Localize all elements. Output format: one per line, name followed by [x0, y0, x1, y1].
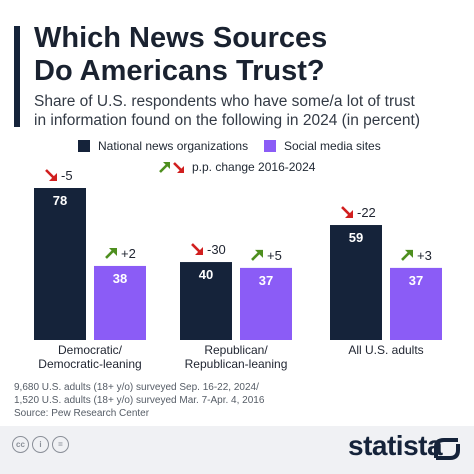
- chart-subtitle: Share of U.S. respondents who have some/…: [34, 92, 464, 130]
- change-arrow-1-1: [251, 249, 263, 261]
- category-label-0-1: Democratic-leaning: [38, 357, 141, 371]
- change-arrow-0-0: [45, 169, 57, 181]
- change-label-1-2: +3: [417, 248, 432, 263]
- brand-logo-text[interactable]: statista: [348, 430, 443, 461]
- legend-swatch-national: [78, 140, 90, 152]
- bar-0-1: [180, 262, 232, 340]
- source-line-3: Source: Pew Research Center: [14, 408, 150, 419]
- value-label-0-1: 40: [199, 267, 213, 282]
- change-label-0-1: -30: [207, 242, 226, 257]
- change-arrow-0-1: [191, 243, 203, 256]
- value-label-0-0: 78: [53, 193, 67, 208]
- value-label-1-0: 38: [113, 271, 127, 286]
- title-line-1: Which News Sources: [34, 22, 328, 54]
- legend-label-national: National news organizations: [98, 139, 249, 153]
- change-arrow-0-2: [341, 206, 353, 219]
- change-label-0-2: -22: [357, 205, 376, 220]
- subtitle-line-1: Share of U.S. respondents who have some/…: [34, 93, 415, 110]
- category-label-1-0: Republican/: [204, 343, 268, 357]
- bar-1-2: [390, 267, 442, 340]
- bar-chart: 78 -5 38 +2 Democratic/Democratic-leaning 40 -…: [34, 168, 442, 371]
- category-label-1-1: Republican-leaning: [185, 357, 288, 371]
- category-label-2-0: All U.S. adults: [348, 343, 423, 357]
- chart-title: Which News Sources Do Americans Trust?: [34, 22, 464, 88]
- bar-1-1: [240, 267, 292, 340]
- change-arrow-1-0: [105, 247, 117, 259]
- legend-label-change: p.p. change 2016-2024: [192, 160, 316, 174]
- bar-0-0: [34, 188, 86, 340]
- legend-change: p.p. change 2016-2024: [158, 160, 315, 174]
- title-line-2: Do Americans Trust?: [34, 55, 325, 87]
- cc-icon[interactable]: cc: [12, 436, 29, 453]
- change-arrow-1-2: [401, 249, 413, 261]
- title-accent-bar: [14, 26, 20, 127]
- subtitle-line-2: in information found on the following in…: [34, 112, 421, 129]
- change-label-0-0: -5: [61, 168, 73, 183]
- change-label-1-0: +2: [121, 246, 136, 261]
- value-label-1-2: 37: [409, 273, 423, 288]
- value-label-0-2: 59: [349, 230, 363, 245]
- source-line-2: 1,520 U.S. adults (18+ y/o) surveyed Mar…: [14, 395, 265, 406]
- category-label-0-0: Democratic/: [58, 343, 123, 357]
- bar-0-2: [330, 225, 382, 340]
- legend-label-social: Social media sites: [284, 139, 381, 153]
- footer-bar: [0, 426, 474, 474]
- up-down-arrows-icon: [159, 162, 184, 173]
- bar-1-0: [94, 265, 146, 340]
- legend-social: Social media sites: [264, 139, 381, 153]
- source-line-1: 9,680 U.S. adults (18+ y/o) surveyed Sep…: [14, 382, 259, 393]
- value-label-1-1: 37: [259, 273, 273, 288]
- change-label-1-1: +5: [267, 248, 282, 263]
- brand-logo-icon[interactable]: [434, 438, 460, 460]
- source-note: 9,680 U.S. adults (18+ y/o) surveyed Sep…: [14, 381, 264, 420]
- license-icons[interactable]: cc i =: [12, 436, 69, 453]
- legend-national: National news organizations: [78, 139, 248, 153]
- person-icon[interactable]: i: [32, 436, 49, 453]
- equals-icon[interactable]: =: [52, 436, 69, 453]
- legend-swatch-social: [264, 140, 276, 152]
